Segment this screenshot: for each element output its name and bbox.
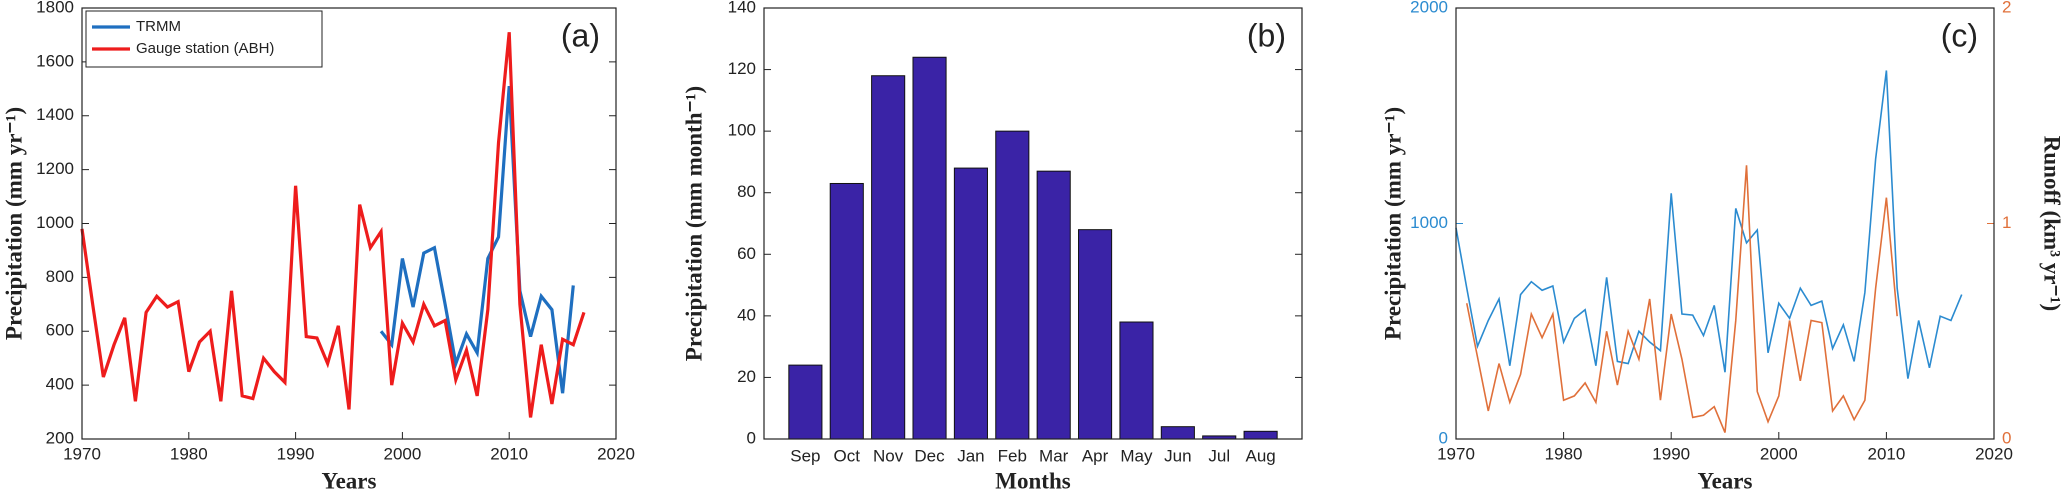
x-axis-label: Years	[1698, 468, 1753, 493]
x-tick-label: 2010	[490, 444, 528, 463]
bar	[1243, 430, 1278, 440]
x-tick-label: 2020	[597, 444, 635, 463]
x-tick-label: Feb	[998, 446, 1027, 465]
plot-frame	[81, 7, 617, 440]
y-tick-label: 0	[747, 428, 756, 447]
y-axis-label: Precipitation (mm yr⁻¹)	[1380, 107, 1405, 340]
bar	[829, 182, 864, 440]
y-tick-label: 100	[728, 121, 756, 140]
x-tick-label: Sep	[790, 446, 820, 465]
legend-box	[85, 10, 323, 68]
y-tick-label: 20	[737, 367, 756, 386]
panel-annotation: (a)	[561, 17, 600, 53]
series-line	[80, 32, 586, 418]
bar	[1119, 321, 1154, 440]
x-tick-label: 1970	[1437, 444, 1475, 463]
x-tick-label: 2020	[1975, 444, 2013, 463]
plot-frame	[1455, 7, 1995, 440]
x-tick-label: 1980	[170, 444, 208, 463]
y-tick-label: 1400	[36, 105, 74, 124]
x-tick-label: Jun	[1164, 446, 1191, 465]
x-tick-label: 1970	[63, 444, 101, 463]
y-axis-label: Precipitation (mm month⁻¹)	[681, 86, 706, 361]
x-tick-label: 1980	[1545, 444, 1583, 463]
x-axis-label: Years	[322, 468, 377, 493]
x-tick-label: 2000	[1760, 444, 1798, 463]
x-tick-label: Mar	[1039, 446, 1069, 465]
series-line	[1465, 165, 1898, 433]
bar	[912, 56, 947, 440]
x-tick-label: Apr	[1082, 446, 1109, 465]
y2-tick-label: 1	[2002, 213, 2011, 232]
y2-tick-label: 0	[2002, 428, 2011, 447]
x-axis-label: Months	[995, 468, 1070, 493]
y-tick-label: 600	[46, 321, 74, 340]
y-tick-label: 200	[46, 428, 74, 447]
y-tick-label: 2000	[1410, 0, 1448, 16]
bar	[788, 364, 823, 440]
y-tick-label: 800	[46, 267, 74, 286]
bar	[1078, 229, 1113, 440]
x-tick-label: Dec	[914, 446, 945, 465]
panel: 0 1000 2000 0 1 2 1970 1980 1990 2000 2010 2020 Year…	[1380, 0, 2064, 493]
y-tick-label: 400	[46, 375, 74, 394]
x-tick-label: 1990	[1652, 444, 1690, 463]
y2-axis-label: Runoff (km³ yr⁻¹)	[2040, 136, 2065, 311]
panel-annotation: (c)	[1941, 17, 1978, 53]
y-axis-label: Precipitation (mm yr⁻¹)	[1, 107, 26, 340]
bar	[1036, 170, 1071, 440]
bar	[871, 75, 906, 440]
x-tick-label: 2000	[383, 444, 421, 463]
x-tick-label: 1990	[277, 444, 315, 463]
y-tick-label: 1200	[36, 159, 74, 178]
y-tick-label: 1800	[36, 0, 74, 16]
x-tick-label: Oct	[834, 446, 861, 465]
bar	[953, 167, 988, 440]
x-tick-label: Aug	[1245, 446, 1275, 465]
legend-label: TRMM	[136, 18, 181, 35]
panel-annotation: (b)	[1247, 17, 1286, 53]
y2-tick-label: 2	[2002, 0, 2011, 16]
series-line	[1455, 70, 1963, 379]
y-tick-label: 1600	[36, 51, 74, 70]
y-tick-label: 40	[737, 305, 756, 324]
plot-frame	[763, 7, 1303, 440]
y-tick-label: 0	[1439, 428, 1448, 447]
x-tick-label: Jan	[957, 446, 984, 465]
panel: 200 400 600 800 1000 1200 1400 1600 1800 1970 1980…	[1, 0, 635, 493]
x-tick-label: Nov	[873, 446, 904, 465]
panel: 0 20 40 60 80 100 120 140 Sep Oct Nov Dec Jan Feb Mar A…	[681, 0, 1303, 493]
y-tick-label: 1000	[1410, 213, 1448, 232]
y-tick-label: 120	[728, 59, 756, 78]
x-tick-label: May	[1120, 446, 1153, 465]
bar	[1160, 426, 1195, 440]
x-tick-label: 2010	[1867, 444, 1905, 463]
y-tick-label: 80	[737, 182, 756, 201]
x-tick-label: Jul	[1208, 446, 1230, 465]
y-tick-label: 60	[737, 244, 756, 263]
bar	[995, 130, 1030, 440]
legend-label: Gauge station (ABH)	[136, 40, 274, 57]
series-line	[379, 86, 575, 394]
y-tick-label: 1000	[36, 213, 74, 232]
y-tick-label: 140	[728, 0, 756, 16]
